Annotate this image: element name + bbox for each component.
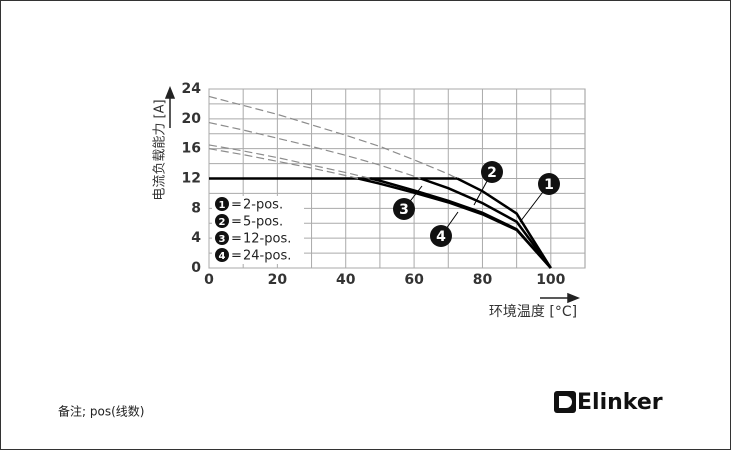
- legend-marker: [215, 231, 229, 245]
- legend-label: 24-pos.: [243, 249, 291, 264]
- callout-label: 4: [436, 229, 446, 245]
- legend-marker-label: 4: [219, 251, 226, 262]
- x-tick-label: 0: [204, 272, 214, 288]
- legend-marker: [215, 214, 229, 228]
- y-axis-arrow: [164, 85, 176, 128]
- series-line-extrapolated: [208, 121, 421, 180]
- callout-label: 3: [399, 202, 409, 218]
- y-tick-label: 0: [191, 260, 201, 276]
- y-tick-label: 4: [191, 230, 201, 246]
- callout-marker: [538, 173, 560, 195]
- y-tick-label: 8: [191, 200, 201, 216]
- legend-separator: =: [231, 215, 242, 230]
- legend-label: 12-pos.: [243, 232, 291, 247]
- brand: Elinker: [577, 390, 663, 415]
- series-line: [357, 177, 552, 269]
- x-tick-label: 100: [536, 272, 565, 288]
- legend-marker: [215, 197, 229, 211]
- y-tick-label: 16: [182, 141, 201, 157]
- series-line: [420, 177, 552, 269]
- x-tick-label: 60: [404, 272, 424, 288]
- legend-separator: =: [231, 232, 242, 247]
- legend-separator: =: [231, 198, 242, 213]
- x-tick-label: 20: [268, 272, 288, 288]
- legend-separator: =: [231, 249, 242, 264]
- legend-marker-label: 3: [219, 234, 226, 245]
- x-tick-label: 80: [473, 272, 493, 288]
- callout-label: 2: [487, 165, 497, 181]
- legend-label: 5-pos.: [243, 215, 283, 230]
- legend-marker-label: 2: [219, 217, 226, 228]
- callout-marker: [481, 161, 503, 183]
- logo: Elinker: [554, 390, 663, 415]
- series-line-extrapolated: [208, 144, 371, 180]
- callout-marker: [393, 198, 415, 220]
- legend-label: 2-pos.: [243, 198, 283, 213]
- x-tick-label: 40: [336, 272, 356, 288]
- series-line-extrapolated: [208, 148, 359, 180]
- logo-icon-detail: [559, 396, 572, 408]
- legend-marker: [215, 248, 229, 262]
- note: 备注; pos(线数): [58, 404, 144, 419]
- y-tick-label: 20: [182, 111, 202, 127]
- x-axis-label: 环境温度 [°C]: [489, 304, 577, 320]
- y-axis-label: 电流负载能力 [A]: [153, 99, 168, 200]
- x-axis-arrow: [540, 292, 581, 304]
- y-tick-label: 24: [182, 81, 202, 97]
- callout-marker: [430, 225, 452, 247]
- series-line: [456, 177, 552, 269]
- legend: 1 = 2-pos.2 = 5-pos.3 = 12-pos.4 = 24-pos.: [212, 196, 304, 264]
- y-tick-label: 12: [182, 171, 201, 187]
- legend-marker-label: 1: [219, 200, 226, 211]
- callout-label: 1: [544, 177, 554, 193]
